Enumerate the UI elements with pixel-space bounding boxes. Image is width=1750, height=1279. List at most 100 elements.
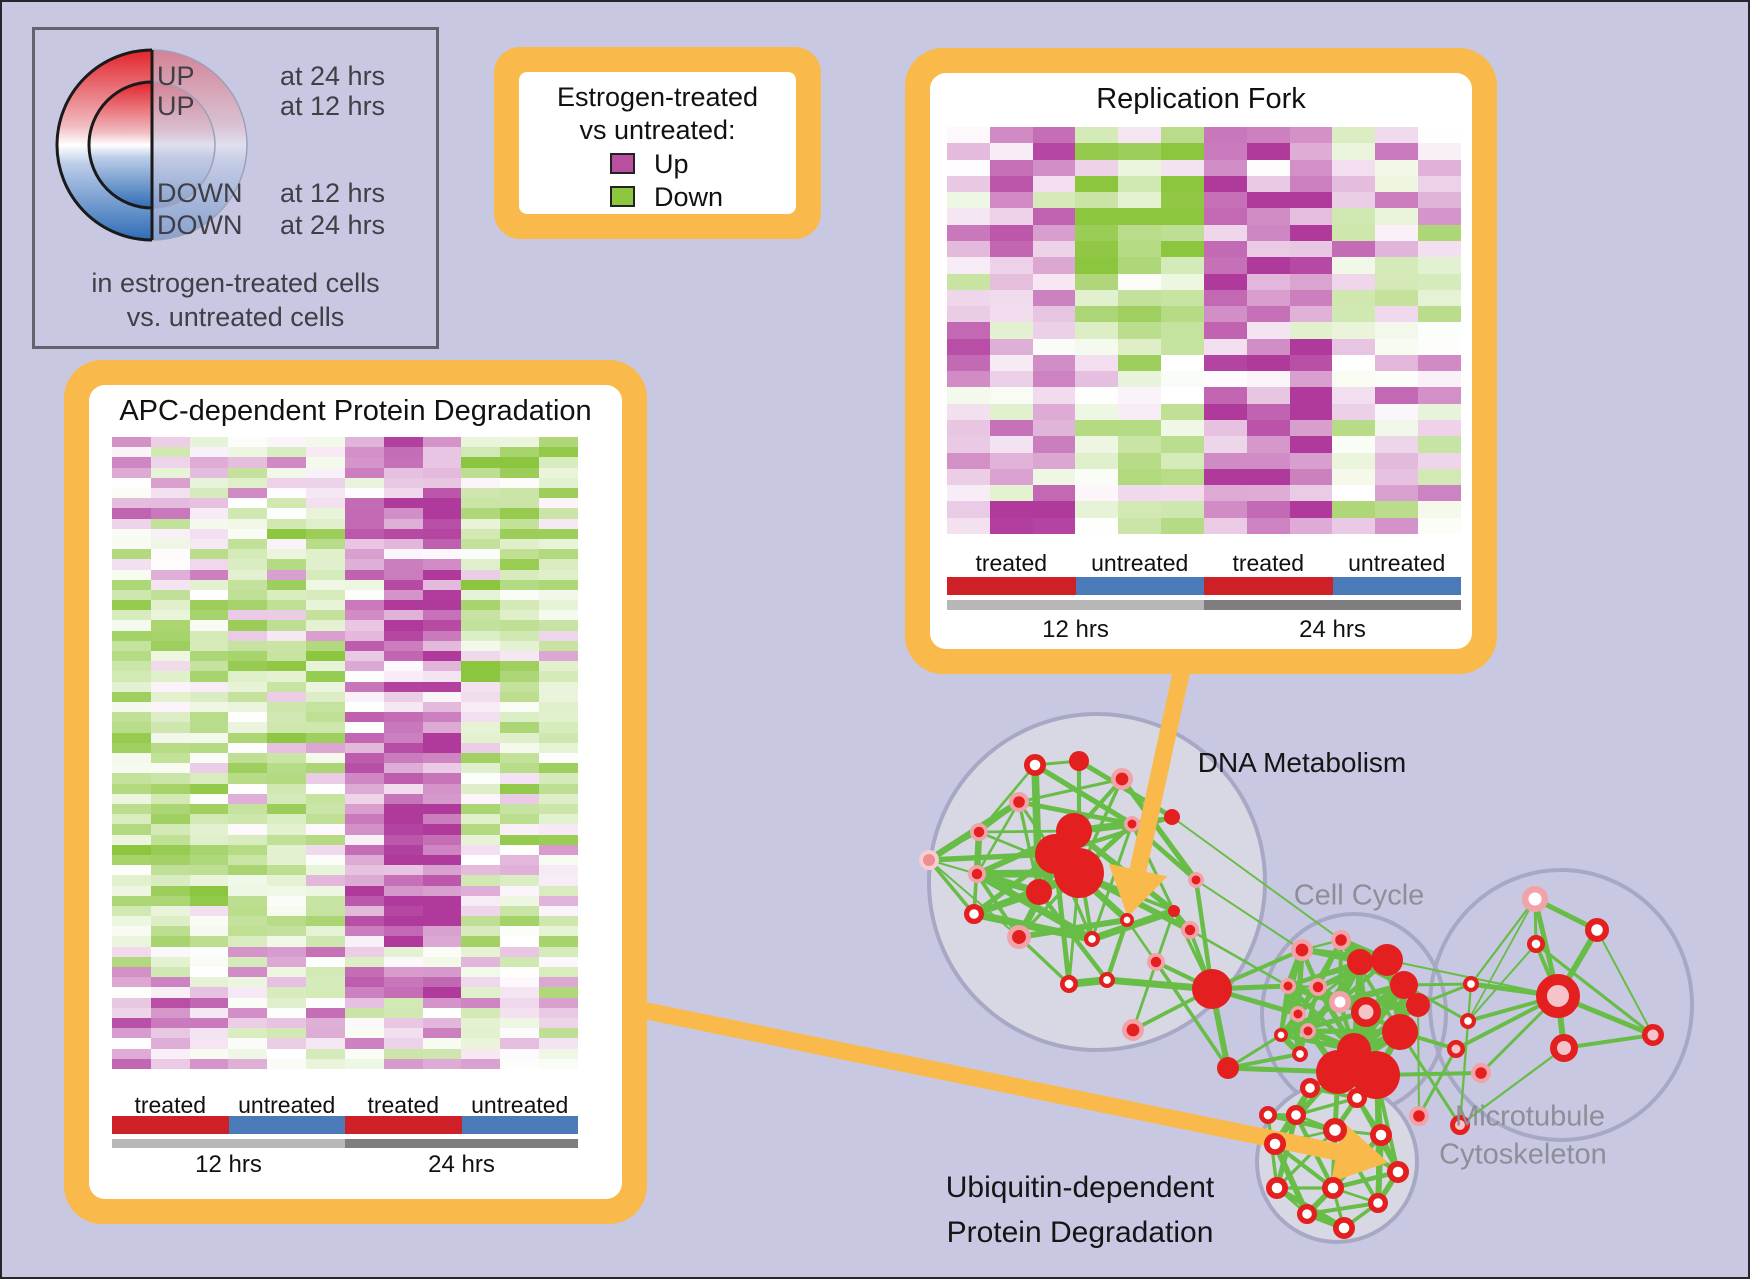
heatmap-cell: [189, 783, 229, 794]
heatmap-cell: [112, 620, 151, 631]
heatmap-cell: [1246, 371, 1290, 388]
heatmap-cell: [1418, 501, 1461, 518]
heatmap-cell: [461, 487, 501, 499]
heatmap-cell: [228, 528, 268, 539]
time-label: at 24 hrs: [280, 210, 386, 240]
heatmap-cell: [383, 895, 423, 906]
heatmap-cell: [112, 895, 151, 906]
heatmap-cell: [989, 517, 1033, 534]
heatmap-cell: [1246, 501, 1290, 518]
heatmap-cell: [1203, 387, 1247, 404]
heatmap-cell: [1203, 517, 1247, 534]
heatmap-cell: [461, 610, 501, 621]
heatmap-cell: [461, 549, 501, 560]
treated-bar: [1204, 577, 1333, 595]
time-label: 24 hrs: [428, 1151, 495, 1178]
heatmap-cell: [150, 752, 190, 764]
heatmap-cell: [1118, 175, 1162, 193]
heatmap-cell: [1203, 354, 1247, 372]
heatmap-cell: [1161, 420, 1204, 437]
heatmap-cell: [1032, 517, 1076, 534]
heatmap-cell: [500, 610, 540, 621]
heatmap-cell: [947, 306, 990, 323]
heatmap-cell: [1075, 338, 1119, 355]
heatmap-cell: [112, 916, 151, 927]
heatmap-cell: [1203, 420, 1247, 437]
heatmap-cell: [112, 844, 151, 855]
heatmap-cell: [1161, 485, 1204, 502]
heatmap-cell: [306, 467, 345, 478]
heatmap-cell: [112, 538, 151, 550]
heatmap-cell: [228, 865, 268, 876]
heatmap-cell: [1032, 371, 1076, 388]
heatmap-cell: [1289, 322, 1333, 339]
time-bars: [112, 1139, 578, 1148]
heatmap-cell: [500, 875, 540, 886]
heatmap-cell: [1203, 143, 1247, 160]
heatmap-cell: [189, 885, 229, 896]
heatmap-cell: [189, 640, 229, 652]
heatmap-cell: [500, 803, 540, 815]
heatmap-cell: [383, 1028, 423, 1039]
heatmap-cell: [422, 437, 462, 448]
heatmap-cell: [189, 773, 229, 784]
heatmap-cell: [1418, 273, 1461, 290]
heatmap-cell: [947, 436, 990, 453]
heatmap-cell: [1332, 159, 1376, 176]
heatmap-cell: [461, 559, 501, 570]
heatmap-cell: [344, 651, 384, 662]
network-node: [963, 903, 984, 924]
heatmap-cell: [112, 447, 151, 458]
heatmap-cell: [112, 1007, 151, 1019]
heatmap-cell: [539, 1038, 578, 1049]
heatmap-cell: [189, 763, 229, 774]
heatmap-cell: [306, 640, 345, 652]
heatmap-cell: [150, 895, 190, 906]
heatmap-cell: [228, 498, 268, 509]
heatmap-cell: [228, 1038, 268, 1049]
heatmap-cell: [947, 273, 990, 290]
heatmap-cell: [1075, 387, 1119, 404]
heatmap-cell: [539, 569, 578, 580]
heatmap-cell: [150, 844, 190, 855]
heatmap-cell: [1289, 517, 1333, 534]
heatmap-cell: [461, 722, 501, 733]
heatmap-cell: [150, 936, 190, 947]
heatmap-cell: [228, 1048, 268, 1059]
heatmap-cell: [1418, 240, 1461, 258]
heatmap-cell: [1418, 257, 1461, 274]
heatmap-cell: [422, 620, 462, 631]
network-node: [1111, 767, 1134, 790]
network-node: [919, 850, 939, 870]
heatmap-cell: [539, 987, 578, 998]
heatmap-cell: [1118, 224, 1162, 241]
heatmap-cell: [267, 712, 307, 723]
heatmap-cell: [228, 437, 268, 448]
heatmap-cell: [306, 926, 345, 937]
heatmap-cell: [112, 946, 151, 957]
heatmap-cell: [344, 681, 384, 692]
heatmap-cell: [1246, 159, 1290, 176]
heatmap-cell: [267, 457, 307, 468]
heatmap-cell: [422, 997, 462, 1008]
heatmap-cell: [461, 987, 501, 998]
heatmap-cell: [500, 508, 540, 519]
heatmap-cell: [267, 803, 307, 815]
untreated-bar: [228, 1116, 345, 1134]
heatmap-cell: [422, 1028, 462, 1039]
heatmap-cell: [112, 885, 151, 896]
heatmap-cell: [267, 977, 307, 988]
heatmap-cell: [947, 517, 990, 534]
network-node: [1290, 1006, 1306, 1022]
heatmap-cell: [383, 498, 423, 509]
heatmap-cell: [344, 712, 384, 723]
heatmap-cell: [383, 661, 423, 672]
heatmap-cell: [306, 477, 345, 488]
heatmap-cell: [112, 498, 151, 509]
heatmap-cell: [189, 834, 229, 845]
heatmap-cell: [1075, 468, 1119, 486]
heatmap-cell: [189, 589, 229, 601]
heatmap-cell: [539, 549, 578, 560]
heatmap-cell: [189, 977, 229, 988]
heatmap-cell: [189, 1007, 229, 1019]
